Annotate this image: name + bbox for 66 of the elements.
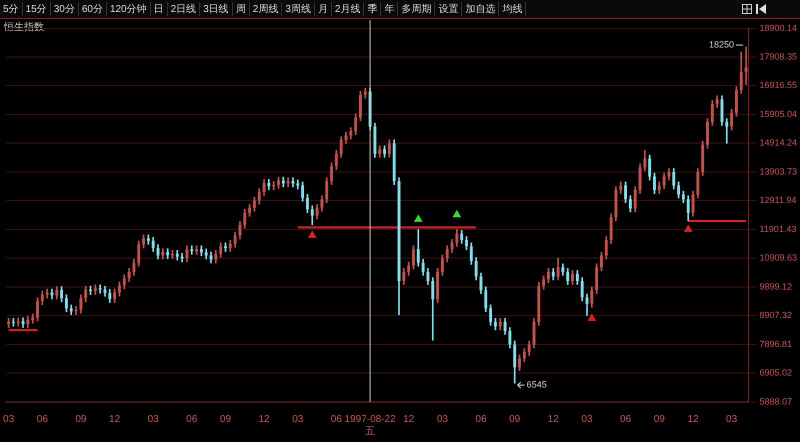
x-tick-label: 09: [509, 414, 521, 425]
x-tick-label: 06: [620, 414, 632, 425]
text: 周: [232, 2, 250, 16]
text: 均线: [499, 2, 526, 16]
x-tick-label: 1997-08-22 五: [344, 414, 396, 437]
candlestick: [22, 317, 24, 328]
y-tick-label: 12911.94: [759, 194, 796, 205]
point: [452, 210, 461, 218]
candlestick: [89, 286, 92, 295]
y-tick-label: 6905.02: [759, 367, 792, 378]
text: 年: [381, 2, 398, 16]
annotation: 6545: [526, 380, 547, 390]
x-tick-label: 06: [475, 414, 487, 425]
text: 5分: [0, 2, 23, 16]
text: 多周期: [398, 2, 436, 16]
candlestick: [224, 242, 227, 252]
x-tick-label: 12: [258, 414, 270, 425]
point: [414, 214, 422, 222]
text: 加自选: [462, 2, 500, 16]
x-tick-label: 06: [330, 414, 342, 425]
candlestick: [744, 46, 748, 85]
y-tick-label: 8907.32: [759, 310, 792, 320]
x-tick-label: 09: [654, 414, 666, 425]
y-tick-label: 17908.35: [759, 51, 798, 62]
candlestick: [195, 245, 198, 255]
y-tick-label: 10909.63: [759, 252, 798, 262]
x-tick-label: 03: [3, 414, 15, 425]
x-tick-label: 06: [36, 414, 48, 425]
text: 15分: [22, 2, 51, 16]
y-tick-label: 13903.73: [759, 166, 798, 176]
text: 季: [364, 2, 382, 16]
point: [588, 314, 596, 321]
y-tick-label: 15905.04: [759, 108, 798, 119]
x-tick-label: 03: [726, 414, 738, 425]
y-tick-label: 7896.81: [759, 338, 792, 349]
x-tick-label: 03: [436, 414, 448, 425]
text: 设置: [435, 2, 462, 16]
text: 日: [150, 2, 168, 16]
point: [684, 224, 692, 232]
y-tick-label: 18900.14: [759, 22, 798, 33]
text: 120分钟: [106, 2, 151, 16]
text: 2周线: [250, 2, 282, 16]
text: 2日线: [168, 2, 200, 16]
text: 月: [314, 2, 332, 16]
text: 3日线: [200, 2, 233, 16]
x-tick-label: 03: [148, 414, 160, 425]
text: 30分: [50, 2, 79, 16]
x-tick-label: 12: [687, 414, 700, 425]
x-tick-label: 12: [109, 414, 121, 425]
x-tick-label: 03: [292, 414, 304, 425]
y-tick-label: 16916.55: [759, 80, 798, 90]
y-tick-label: 14914.24: [759, 137, 798, 148]
y-tick-label: 9899.12: [759, 281, 792, 292]
point: [308, 230, 316, 238]
x-tick-label: 09: [220, 414, 232, 425]
annotation: 18250: [709, 40, 734, 50]
x-tick-label: 12: [548, 414, 560, 425]
x-tick-label: 09: [75, 414, 87, 425]
y-tick-label: 5888.07: [759, 396, 792, 406]
text: 3周线: [282, 2, 315, 16]
x-tick-label: 06: [186, 414, 198, 425]
text: 60分: [78, 2, 107, 16]
text: 2月线: [332, 2, 364, 16]
x-tick-label: 12: [403, 414, 415, 425]
y-tick-label: 11901.43: [759, 224, 796, 234]
x-tick-label: 03: [581, 414, 593, 425]
